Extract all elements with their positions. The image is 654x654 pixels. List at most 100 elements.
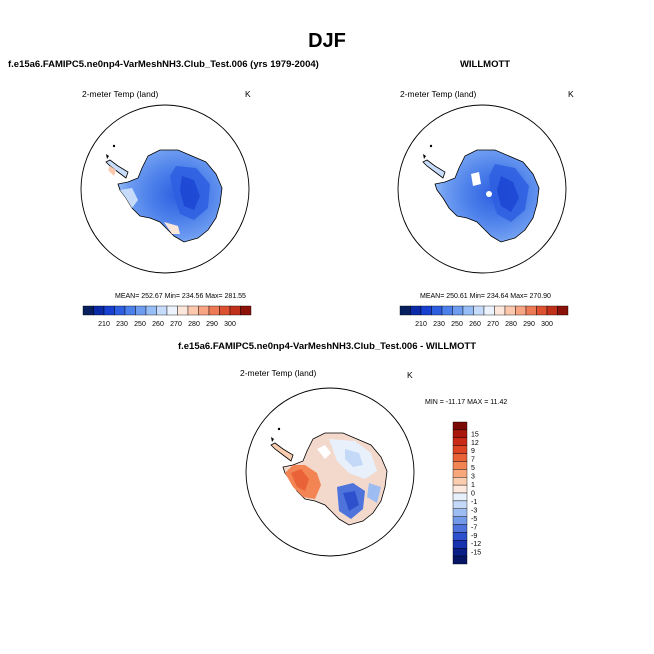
model-stats: MEAN= 252.67 Min= 234.56 Max= 281.55 xyxy=(115,293,246,300)
colorbar-tick-label: 300 xyxy=(541,321,553,328)
diff-stats: MIN = -11.17 MAX = 11.42 xyxy=(425,399,508,406)
colorbar-tick-label: 280 xyxy=(188,321,200,328)
colorbar-tick-label: 15 xyxy=(471,431,479,438)
model-colorbar: 210 230 250 260 270 280 290 300 xyxy=(82,305,252,328)
diff-field-label: 2-meter Temp (land) xyxy=(240,368,317,378)
colorbar-swatch xyxy=(525,305,537,316)
colorbar-swatch xyxy=(114,305,126,316)
antarctic-peninsula xyxy=(422,159,446,179)
colorbar-swatch xyxy=(452,461,468,470)
colorbar-tick-label: -15 xyxy=(471,550,481,557)
map-boundary-circle xyxy=(80,104,250,274)
colorbar-swatch xyxy=(452,421,468,431)
obs-field-label: 2-meter Temp (land) xyxy=(400,89,477,99)
colorbar-swatch xyxy=(536,305,548,316)
colorbar-swatch xyxy=(452,445,468,454)
colorbar-swatch xyxy=(177,305,189,316)
colorbar-swatch xyxy=(452,469,468,478)
colorbar-swatch xyxy=(229,305,241,316)
colorbar-tick-label: 5 xyxy=(471,465,475,472)
colorbar-swatch xyxy=(462,305,474,316)
colorbar-swatch xyxy=(420,305,432,316)
obs-stats: MEAN= 250.61 Min= 234.64 Max= 270.90 xyxy=(420,293,551,300)
colorbar-swatch xyxy=(219,305,231,316)
colorbar-swatch xyxy=(494,305,506,316)
colorbar-swatch xyxy=(452,429,468,438)
colorbar-tick-label: 9 xyxy=(471,448,475,455)
page-title: DJF xyxy=(308,30,346,52)
model-field-label: 2-meter Temp (land) xyxy=(82,89,159,99)
colorbar-tick-label: 230 xyxy=(116,321,128,328)
colorbar-swatch xyxy=(452,524,468,533)
colorbar-swatch xyxy=(399,305,411,316)
colorbar-tick-label: -9 xyxy=(471,533,477,540)
colorbar-tick-label: 7 xyxy=(471,457,475,464)
colorbar-swatch xyxy=(187,305,199,316)
colorbar-swatch xyxy=(135,305,147,316)
colorbar-swatch xyxy=(441,305,453,316)
colorbar-swatch xyxy=(431,305,443,316)
colorbar-tick-label: 260 xyxy=(152,321,164,328)
colorbar-tick-label: -12 xyxy=(471,541,481,548)
model-map xyxy=(80,104,250,274)
colorbar-swatch xyxy=(452,555,468,565)
model-panel-header: f.e15a6.FAMIPC5.ne0np4-VarMeshNH3.Club_T… xyxy=(8,59,319,70)
colorbar-swatch xyxy=(198,305,210,316)
colorbar-tick-label: 3 xyxy=(471,474,475,481)
colorbar-swatch xyxy=(145,305,157,316)
colorbar-swatch xyxy=(483,305,495,316)
colorbar-swatch xyxy=(473,305,485,316)
antarctic-peninsula xyxy=(270,442,294,462)
colorbar-swatch xyxy=(452,492,468,502)
colorbar-swatch xyxy=(452,484,468,494)
colorbar-tick-label: 12 xyxy=(471,440,479,447)
colorbar-swatch xyxy=(452,437,468,446)
colorbar-swatch xyxy=(452,500,468,509)
colorbar-swatch xyxy=(93,305,105,316)
missing-data-patch xyxy=(471,172,481,186)
obs-panel-header: WILLMOTT xyxy=(459,59,511,70)
colorbar-swatch xyxy=(546,305,558,316)
colorbar-tick-label: 260 xyxy=(469,321,481,328)
colorbar-tick-label: 290 xyxy=(206,321,218,328)
colorbar-tick-label: 210 xyxy=(415,321,427,328)
colorbar-tick-label: 1 xyxy=(471,482,475,489)
colorbar-swatch xyxy=(515,305,527,316)
colorbar-swatch xyxy=(156,305,168,316)
colorbar-swatch xyxy=(452,305,464,316)
colorbar-tick-label: 280 xyxy=(505,321,517,328)
colorbar-swatch xyxy=(82,305,94,316)
diff-colorbar: 15 129 75 31 0-1-3 -5-7 -9-12 -15 xyxy=(452,421,481,565)
antarctic-peninsula xyxy=(105,159,129,179)
colorbar-swatch xyxy=(166,305,178,316)
colorbar-tick-label: 210 xyxy=(98,321,110,328)
colorbar-tick-label: 230 xyxy=(433,321,445,328)
colorbar-tick-label: -5 xyxy=(471,516,477,523)
coastal-band xyxy=(120,188,138,208)
obs-colorbar: 210 230 250 260 270 280 290 300 xyxy=(399,305,569,328)
colorbar-tick-label: -3 xyxy=(471,507,477,514)
colorbar-tick-label: 250 xyxy=(451,321,463,328)
colorbar-swatch xyxy=(452,477,468,486)
map-boundary-circle xyxy=(397,104,567,274)
diff-panel-header: f.e15a6.FAMIPC5.ne0np4-VarMeshNH3.Club_T… xyxy=(177,341,477,352)
model-units-label: K xyxy=(245,89,251,99)
colorbar-tick-label: 300 xyxy=(224,321,236,328)
colorbar-swatch xyxy=(240,305,252,316)
colorbar-tick-label: -7 xyxy=(471,524,477,531)
colorbar-tick-label: 270 xyxy=(487,321,499,328)
obs-units-label: K xyxy=(568,89,574,99)
colorbar-swatch xyxy=(452,532,468,541)
map-boundary-circle xyxy=(245,387,415,557)
colorbar-swatch xyxy=(452,540,468,549)
diff-map xyxy=(245,387,415,557)
colorbar-swatch xyxy=(452,548,468,557)
colorbar-swatch xyxy=(557,305,569,316)
diff-units-label: K xyxy=(407,370,413,380)
colorbar-swatch xyxy=(452,516,468,525)
obs-map xyxy=(397,104,567,274)
colorbar-tick-label: 270 xyxy=(170,321,182,328)
colorbar-tick-label: 0 xyxy=(471,491,475,498)
colorbar-swatch xyxy=(410,305,422,316)
colorbar-tick-label: 290 xyxy=(523,321,535,328)
